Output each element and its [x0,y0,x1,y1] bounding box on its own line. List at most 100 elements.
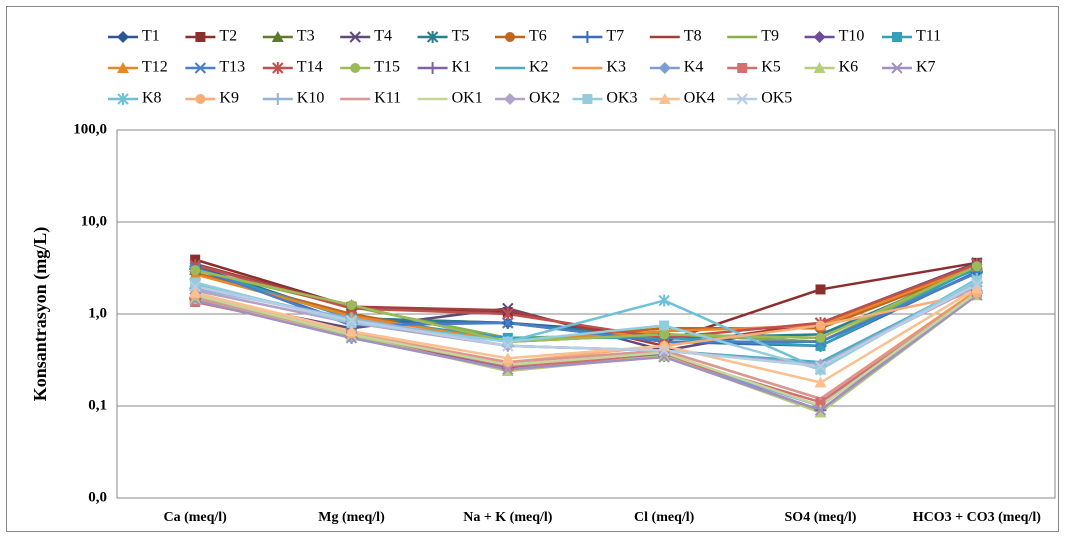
series-line [194,262,978,340]
data-point [819,404,822,408]
data-point [819,397,822,400]
data-point [190,277,201,288]
series-line [194,265,978,343]
legend-marker [582,94,593,104]
y-axis-label: Konsantrasyon (mg/L) [30,227,51,402]
legend-label: OK1 [452,90,483,107]
series-line [194,279,978,371]
y-tick-label: 100,0 [73,121,107,137]
legend-label: OK3 [606,90,637,107]
data-point [501,352,514,364]
data-point [506,363,510,367]
data-point [658,344,670,357]
legend-marker [350,63,361,73]
legend-marker [737,63,748,73]
legend-marker [813,31,826,43]
x-tick-label: SO4 (meq/l) [785,510,857,525]
legend-label: T15 [374,59,400,76]
series-line [194,265,978,343]
legend-marker [581,31,594,43]
legend-label: K9 [219,90,239,107]
legend-marker [272,62,284,74]
y-tick-label: 1,0 [88,305,107,321]
data-point [815,320,826,331]
y-tick-label: 0,1 [88,397,107,413]
data-point [815,340,826,351]
data-point [346,317,357,328]
legend-label: T12 [142,59,168,76]
legend-label: T1 [142,28,160,45]
legend-marker [117,62,129,73]
legend-label: T7 [606,28,624,45]
legend-marker [271,31,284,42]
legend-label: T3 [297,28,315,45]
legend-marker [892,32,902,42]
data-point [502,317,514,329]
series-line [194,283,978,368]
legend-label: T11 [916,28,941,45]
legend-label: T14 [297,59,323,76]
data-point [345,325,358,337]
legend-label: K1 [452,59,472,76]
data-point [815,284,826,295]
legend-marker [658,93,671,104]
x-tick-label: Mg (meq/l) [318,510,385,525]
data-point [189,286,202,298]
legend-marker [271,93,284,105]
data-point [502,308,514,320]
data-point [502,336,513,347]
data-point [814,376,827,388]
data-point [502,363,514,376]
legend-label: T6 [529,28,547,45]
legend-marker [117,31,129,43]
data-point [815,332,826,343]
x-tick-label: Cl (meq/l) [634,510,695,525]
data-point [346,300,357,311]
legend-marker [891,62,903,74]
data-point [815,397,826,408]
legend-marker [505,32,515,42]
series-line [194,294,978,412]
legend-marker [813,62,826,73]
legend-label: T13 [219,59,245,76]
legend-label: OK5 [761,90,792,107]
legend-label: T8 [684,28,702,45]
legend-item: K11 [340,90,401,107]
legend-label: K3 [606,59,626,76]
y-tick-label: 10,0 [81,213,107,229]
legend-marker [736,93,748,105]
legend-item: K3 [572,59,626,76]
legend-marker [195,32,206,42]
legend-label: T5 [452,28,470,45]
data-point [189,280,201,293]
series-line [194,291,978,408]
legend-label: K11 [374,90,401,107]
legend-marker [195,94,206,104]
legend-label: K2 [529,59,549,76]
data-point [971,275,982,286]
chart-frame [6,6,1059,532]
data-point [659,329,670,340]
y-tick-label: 0,0 [88,489,107,505]
data-point [970,282,983,294]
data-point [971,278,983,291]
legend-item: T8 [649,28,702,45]
legend-label: T9 [761,28,779,45]
legend-label: OK4 [684,90,715,107]
x-tick-label: Ca (meq/l) [163,510,227,525]
data-point [345,314,358,327]
data-point [190,265,201,276]
data-point [658,294,670,307]
legend-marker [194,62,207,74]
x-tick-label: HCO3 + CO3 (meq/l) [913,510,1041,525]
data-point [815,364,826,375]
data-point [814,360,827,373]
legend-marker [117,93,129,105]
legend-marker [504,93,516,105]
legend-label: OK2 [529,90,560,107]
legend-label: K6 [839,59,859,76]
series-line [194,287,978,384]
legend-label: K5 [761,59,781,76]
legend-label: K10 [297,90,325,107]
